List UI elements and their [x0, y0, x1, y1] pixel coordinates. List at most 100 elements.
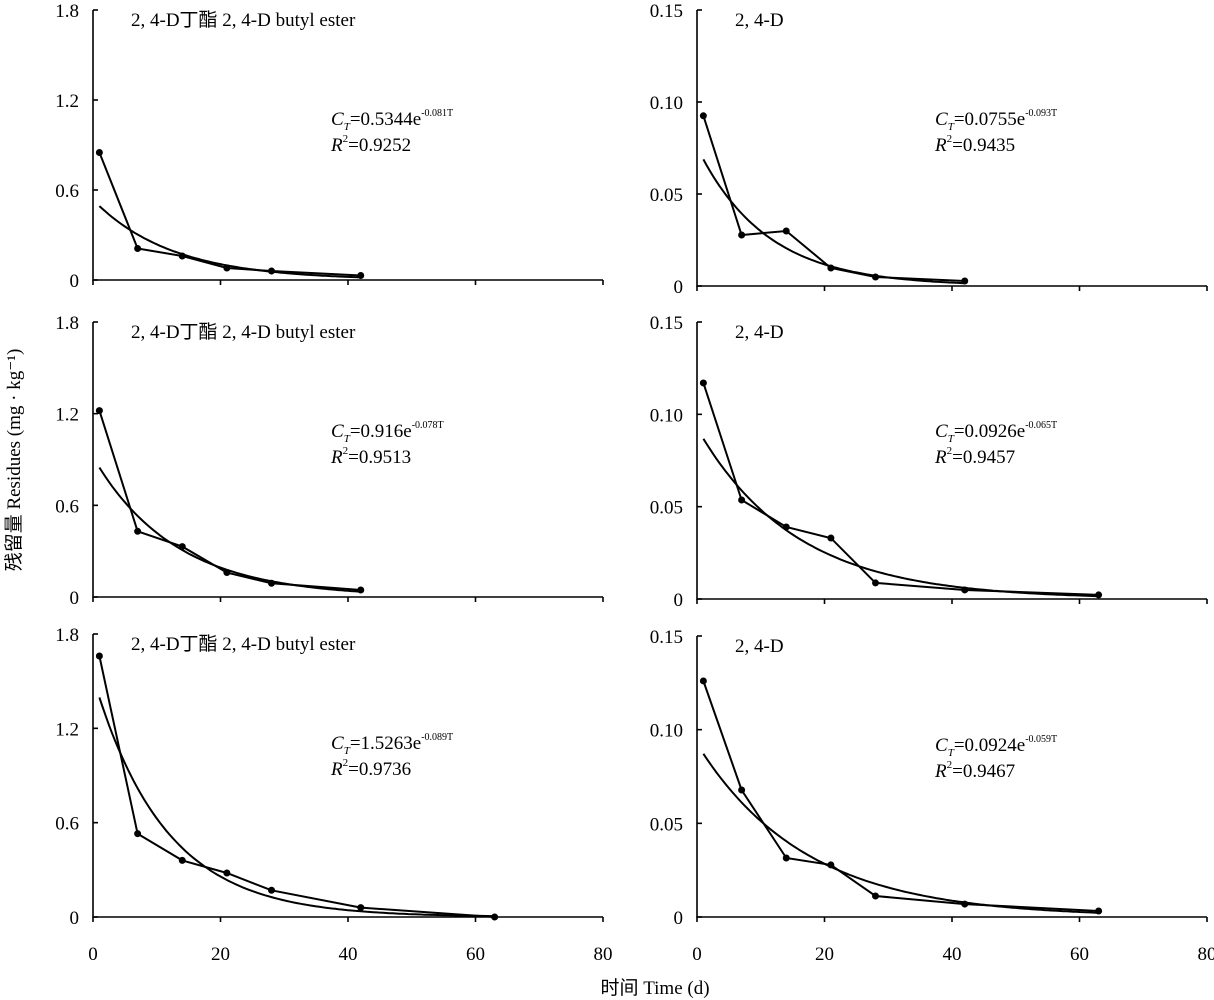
y-tick-label: 1.2 [55, 405, 79, 426]
fit-equation: CT=0.0924e-0.059T [935, 734, 1057, 759]
data-point [738, 786, 746, 794]
observed-line [98, 152, 361, 277]
observed-line [702, 680, 1099, 912]
data-point [95, 407, 103, 415]
data-point [223, 264, 231, 272]
x-tick-label: 80 [594, 944, 613, 965]
panel-2: 0 0.05 0.10 0.15 2, 4-D CT=0.0755e-0.093TR2=0… [650, 1, 1208, 298]
y-tick-label: 0.15 [650, 1, 683, 22]
panel-title: 2, 4-D [735, 322, 784, 343]
panel-title: 2, 4-D [735, 636, 784, 657]
data-point [134, 245, 142, 252]
y-tick-label: 0 [674, 908, 684, 929]
data-point [961, 900, 969, 908]
x-tick-label: 40 [943, 944, 962, 965]
y-tick-label: 0.05 [650, 185, 683, 206]
y-tick-label: 1.8 [55, 1, 79, 22]
y-tick-label: 0.10 [650, 721, 683, 742]
y-tick-label: 0.05 [650, 814, 683, 835]
observed-line [702, 382, 1099, 596]
x-tick-label: 60 [466, 944, 485, 965]
data-point [134, 527, 142, 535]
y-tick-label: 0.15 [650, 627, 683, 648]
fit-curve [98, 205, 361, 279]
data-point [178, 252, 186, 260]
data-point [699, 112, 707, 120]
data-point [357, 904, 365, 912]
fit-equation: CT=1.5263e-0.089T [331, 732, 453, 757]
data-point [961, 277, 969, 285]
r-squared: R2=0.9736 [330, 757, 411, 780]
data-point [1095, 591, 1103, 599]
x-axis-label: 时间 Time (d) [600, 977, 709, 999]
data-point [782, 523, 790, 531]
y-tick-label: 0.10 [650, 405, 683, 426]
fit-curve [702, 753, 1099, 914]
x-tick-label: 60 [1070, 944, 1089, 965]
data-point [872, 579, 879, 587]
data-point [178, 543, 186, 551]
fit-curve [98, 697, 495, 918]
y-tick-label: 1.2 [55, 91, 79, 112]
data-point [782, 854, 790, 862]
data-point [178, 856, 186, 864]
y-tick-label: 1.2 [55, 719, 79, 740]
panel-6: 0 0.05 0.10 0.15 0 20 40 60 80 2, 4-D CT=0.0924e-0… [650, 627, 1214, 965]
data-point [961, 586, 969, 594]
y-tick-label: 0 [70, 271, 80, 292]
y-tick-label: 0 [70, 908, 80, 929]
r-squared: R2=0.9457 [934, 445, 1015, 468]
fit-curve [98, 467, 361, 593]
data-point [268, 579, 275, 587]
panel-title: 2, 4-D丁酯 2, 4-D butyl ester [131, 633, 356, 655]
r-squared: R2=0.9435 [934, 133, 1015, 156]
data-point [738, 496, 746, 504]
data-point [357, 586, 365, 594]
panel-3: 0 0.6 1.2 1.8 2, 4-D丁酯 2, 4-D butyl ester CT=… [55, 313, 604, 609]
y-tick-label: 0.10 [650, 93, 683, 114]
panel-title: 2, 4-D丁酯 2, 4-D butyl ester [131, 321, 356, 343]
data-point [872, 273, 879, 281]
data-point [223, 569, 231, 577]
panel-4: 0 0.05 0.10 0.15 2, 4-D CT=0.0926e-0.065TR2=0… [650, 313, 1208, 611]
x-tick-label: 20 [815, 944, 834, 965]
data-point [491, 913, 499, 921]
data-point [699, 677, 707, 685]
data-point [699, 379, 707, 387]
x-tick-label: 0 [88, 944, 98, 965]
r-squared: R2=0.9252 [330, 133, 411, 156]
data-point [357, 272, 365, 279]
data-point [782, 227, 790, 235]
fit-equation: CT=0.0926e-0.065T [935, 420, 1057, 445]
y-tick-label: 1.8 [55, 625, 79, 646]
r-squared: R2=0.9513 [330, 445, 411, 468]
data-point [268, 886, 275, 894]
observed-line [98, 410, 361, 591]
data-point [738, 231, 746, 239]
y-tick-label: 0.6 [55, 814, 79, 835]
observed-line [98, 655, 495, 918]
data-point [827, 861, 835, 869]
data-point [223, 869, 231, 877]
observed-line [702, 115, 965, 282]
y-axis-label: 残留量 Residues (mg · kg⁻¹) [3, 349, 25, 572]
panel-5: 0 0.6 1.2 1.8 0 20 40 60 80 2, 4-D丁酯 2, 4-D butyl… [55, 625, 612, 965]
fit-curve [702, 158, 965, 285]
data-point [95, 652, 103, 660]
data-point [134, 830, 142, 838]
y-tick-label: 0 [674, 590, 684, 611]
panel-title: 2, 4-D丁酯 2, 4-D butyl ester [131, 9, 356, 31]
y-tick-label: 0.6 [55, 496, 79, 517]
data-point [1095, 907, 1103, 915]
panel-1: 0 0.6 1.2 1.8 2, 4-D丁酯 2, 4-D butyl ester CT=… [55, 1, 604, 292]
fit-equation: CT=0.0755e-0.093T [935, 108, 1057, 133]
y-tick-label: 1.8 [55, 313, 79, 334]
y-tick-label: 0.05 [650, 498, 683, 519]
fit-curve [702, 438, 1099, 598]
y-tick-label: 0 [70, 588, 80, 609]
fit-equation: CT=0.916e-0.078T [331, 420, 444, 445]
y-tick-label: 0.6 [55, 181, 79, 202]
r-squared: R2=0.9467 [934, 759, 1015, 782]
fit-equation: CT=0.5344e-0.081T [331, 108, 453, 133]
